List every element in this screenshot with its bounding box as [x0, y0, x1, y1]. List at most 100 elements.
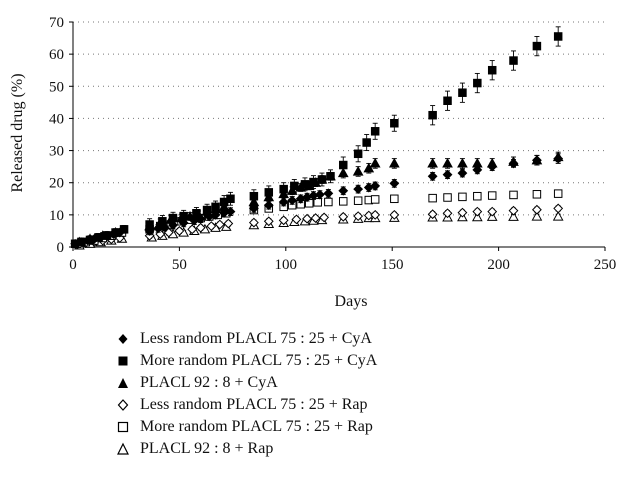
- y-tick-label: 60: [49, 47, 64, 63]
- legend-label: Less random PLACL 75 : 25 + CyA: [140, 330, 372, 347]
- data-point: [443, 96, 452, 105]
- data-point: [553, 32, 563, 41]
- y-tick-label: 30: [49, 144, 64, 160]
- data-point: [168, 213, 178, 223]
- data-point: [531, 210, 543, 221]
- chart-svg: 0 10 20 30 40 50 60 70 0 50 100 150 200 250 Days Rele…: [9, 15, 616, 310]
- open-square-marker: [117, 421, 129, 433]
- x-tick-label: 250: [594, 257, 617, 273]
- data-point: [471, 211, 483, 222]
- data-point: [458, 192, 467, 202]
- data-point: [290, 181, 299, 191]
- data-point: [362, 138, 371, 147]
- data-point: [487, 65, 497, 75]
- data-point: [248, 217, 259, 228]
- data-point: [353, 211, 364, 222]
- data-point: [314, 189, 325, 200]
- data-point: [102, 231, 112, 240]
- data-point: [471, 157, 483, 168]
- legend: Less random PLACL 75 : 25 + CyA More ran…: [112, 328, 377, 460]
- data-point: [508, 156, 519, 166]
- data-point: [389, 209, 400, 220]
- legend-item-more-random-cya: More random PLACL 75 : 25 + CyA: [112, 350, 377, 372]
- data-point: [472, 206, 483, 217]
- data-point: [443, 193, 452, 202]
- axes: [69, 21, 606, 251]
- filled-square-marker: [118, 356, 128, 366]
- x-tick-label: 200: [487, 257, 510, 273]
- legend-item-less-random-cya: Less random PLACL 75 : 25 + CyA: [112, 328, 377, 350]
- data-point: [94, 233, 103, 242]
- data-point: [77, 237, 86, 247]
- data-point: [323, 188, 334, 199]
- data-point: [264, 188, 274, 197]
- data-point: [291, 214, 302, 225]
- data-point: [223, 218, 234, 229]
- x-tick-label: 100: [275, 257, 298, 273]
- data-point: [211, 202, 220, 212]
- data-point: [202, 205, 212, 215]
- data-point: [457, 157, 468, 168]
- data-point: [370, 195, 380, 204]
- legend-label: More random PLACL 75 : 25 + Rap: [140, 418, 373, 435]
- data-point: [552, 151, 564, 162]
- data-point: [457, 168, 468, 178]
- data-point: [85, 235, 95, 245]
- data-point: [174, 226, 185, 236]
- data-point: [309, 177, 318, 187]
- legend-item-less-random-rap: Less random PLACL 75 : 25 + Rap: [112, 394, 377, 416]
- data-point: [353, 149, 363, 159]
- legend-item-placl-92-rap: PLACL 92 : 8 + Rap: [112, 438, 377, 460]
- data-point: [187, 224, 198, 235]
- data-point: [370, 127, 380, 136]
- data-point: [363, 162, 375, 173]
- data-point: [300, 180, 310, 189]
- data-marks: [70, 26, 564, 250]
- tick-labels: 0 10 20 30 40 50 60 70 0 50 100 150 200 250: [49, 15, 616, 273]
- data-point: [338, 211, 349, 222]
- y-tick-label: 40: [49, 111, 64, 127]
- data-point: [427, 209, 438, 220]
- data-point: [263, 200, 274, 211]
- data-point: [553, 189, 563, 198]
- data-point: [532, 190, 542, 199]
- data-point: [427, 157, 438, 168]
- data-point: [310, 213, 321, 223]
- data-point: [353, 184, 364, 195]
- legend-item-placl-92-cya: PLACL 92 : 8 + CyA: [112, 372, 377, 394]
- data-point: [278, 197, 289, 207]
- x-tick-label: 50: [172, 257, 187, 273]
- data-point: [508, 211, 519, 221]
- filled-diamond-marker: [118, 334, 128, 344]
- data-point: [442, 169, 453, 180]
- data-point: [158, 217, 167, 226]
- data-point: [214, 219, 225, 230]
- data-point: [339, 160, 348, 170]
- data-point: [442, 157, 453, 168]
- data-point: [248, 203, 259, 214]
- data-point: [302, 213, 312, 224]
- data-point: [279, 184, 288, 194]
- data-point: [389, 178, 400, 189]
- data-point: [317, 175, 327, 184]
- data-point: [508, 205, 519, 216]
- data-point: [473, 191, 482, 201]
- y-axis-label: Released drug (%): [9, 73, 26, 192]
- data-point: [509, 56, 518, 65]
- data-point: [226, 194, 235, 204]
- y-tick-label: 70: [49, 15, 64, 31]
- x-tick-label: 0: [69, 257, 77, 273]
- data-point: [472, 164, 483, 175]
- data-point: [278, 215, 289, 226]
- data-point: [111, 228, 120, 237]
- y-tick-label: 0: [57, 240, 65, 256]
- data-point: [319, 212, 330, 223]
- data-point: [487, 191, 497, 200]
- data-point: [473, 78, 482, 88]
- data-point: [532, 41, 542, 51]
- legend-label: PLACL 92 : 8 + CyA: [140, 374, 278, 391]
- x-axis-label: Days: [335, 293, 368, 310]
- data-point: [487, 206, 498, 217]
- legend-label: PLACL 92 : 8 + Rap: [140, 440, 274, 457]
- data-point: [390, 119, 399, 128]
